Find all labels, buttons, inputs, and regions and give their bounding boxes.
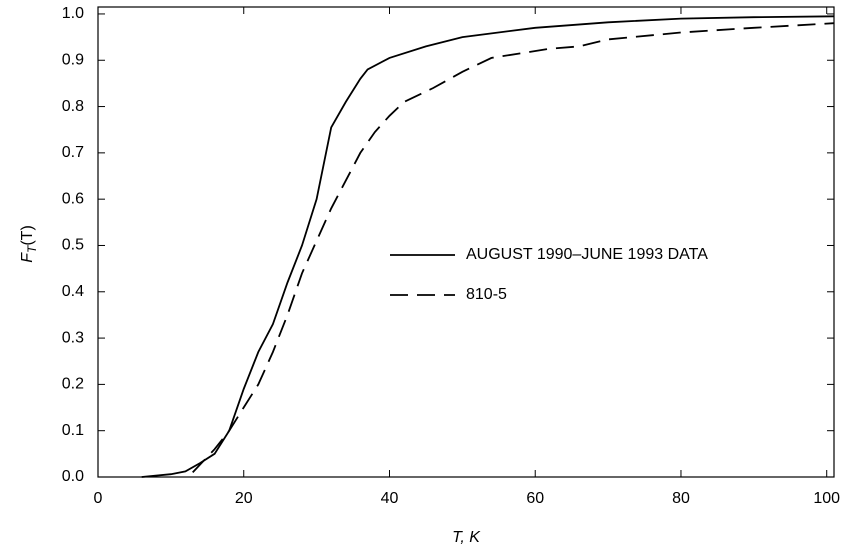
y-label-sub: T [25, 244, 39, 253]
y-tick-label: 0.7 [62, 144, 84, 161]
y-axis-label: FT(T) [19, 225, 39, 263]
x-tick-label: 40 [381, 490, 399, 507]
x-tick-label: 60 [526, 490, 544, 507]
y-tick-label: 0.3 [62, 329, 84, 346]
y-tick-label: 0.8 [62, 98, 84, 115]
legend-label: 810-5 [466, 286, 507, 303]
x-tick-label: 80 [672, 490, 690, 507]
x-tick-label: 100 [813, 490, 840, 507]
plot-frame [97, 6, 835, 478]
y-tick-label: 0.6 [62, 190, 84, 207]
series-line [141, 15, 835, 478]
y-tick-label: 0.1 [62, 422, 84, 439]
x-tick-label: 0 [94, 490, 103, 507]
legend-label: AUGUST 1990–JUNE 1993 DATA [466, 246, 708, 263]
series-line [192, 22, 835, 474]
y-tick-label: 0.9 [62, 51, 84, 68]
y-tick-label: 0.0 [62, 468, 84, 485]
y-label-main: F [19, 252, 36, 263]
y-label-tail: (T) [19, 225, 36, 245]
x-tick-label: 20 [235, 490, 253, 507]
y-tick-label: 1.0 [62, 5, 84, 22]
x-axis-label: T, K [452, 529, 481, 546]
y-tick-label: 0.4 [62, 283, 84, 300]
y-tick-label: 0.2 [62, 376, 84, 393]
y-tick-label: 0.5 [62, 237, 84, 254]
